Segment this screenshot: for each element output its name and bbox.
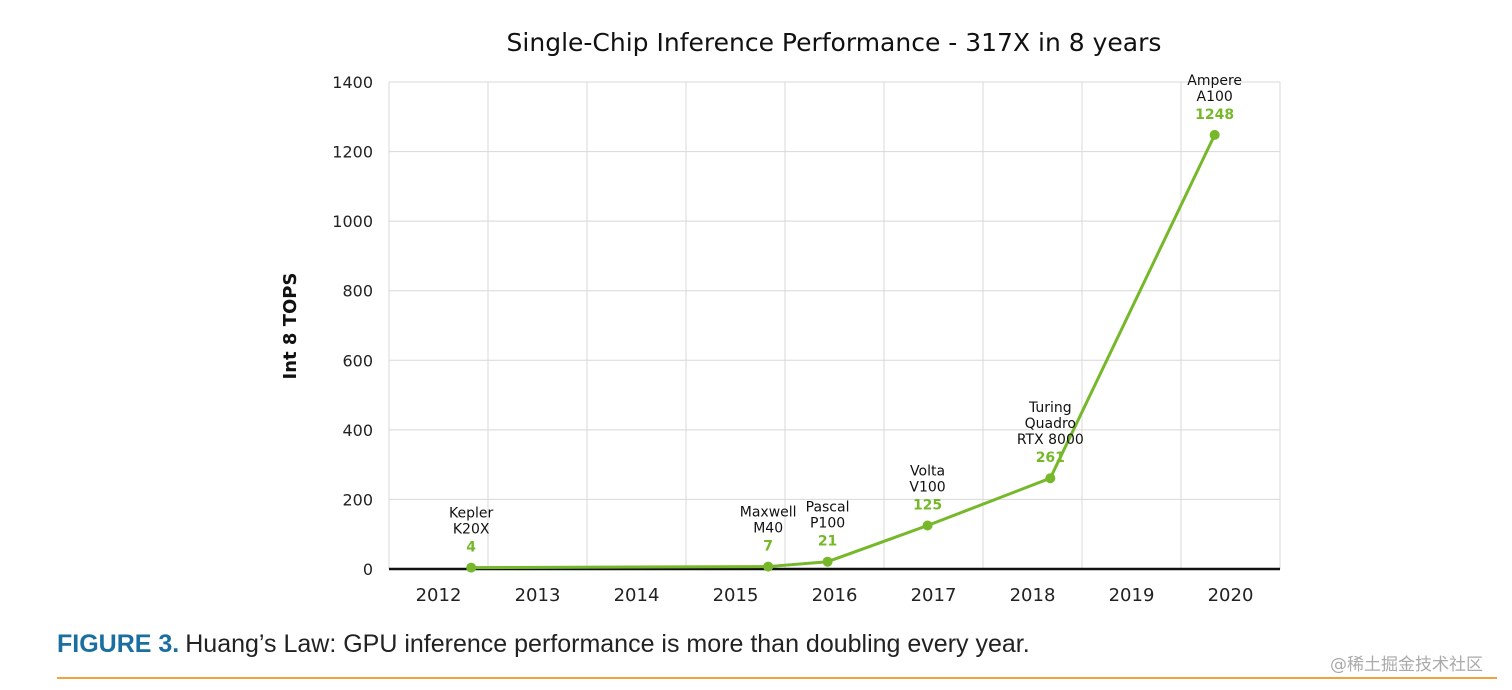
data-point-name-label: RTX 8000 (1017, 432, 1084, 448)
data-value-label: 4 (466, 540, 476, 556)
y-tick-label: 1000 (332, 212, 373, 231)
data-value-label: 1248 (1195, 107, 1234, 123)
data-point-name-label: Ampere (1187, 73, 1242, 89)
data-point (1045, 473, 1056, 484)
x-tick-label: 2018 (1010, 585, 1056, 606)
chart-title: Single-Chip Inference Performance - 317X… (507, 28, 1162, 57)
data-value-label: 125 (913, 498, 942, 514)
x-tick-label: 2013 (515, 585, 561, 606)
data-point-name-label: Turing (1028, 400, 1072, 416)
data-point-name-label: Volta (910, 464, 945, 480)
data-point (763, 561, 774, 572)
chart: Single-Chip Inference Performance - 317X… (280, 28, 1281, 606)
data-point-name-label: Maxwell (740, 505, 797, 521)
data-point-name-label: P100 (810, 516, 845, 532)
data-point-name-label: V100 (909, 480, 945, 496)
data-point-name-label: Pascal (806, 500, 850, 516)
data-point-name-label: M40 (753, 521, 783, 537)
x-tick-label: 2012 (416, 585, 462, 606)
data-point-name-label: A100 (1197, 89, 1233, 105)
figure-number: FIGURE 3. (57, 630, 180, 658)
y-tick-label: 200 (342, 490, 373, 509)
watermark: @稀土掘金技术社区 (1330, 655, 1483, 675)
figure-caption: FIGURE 3. Huang’s Law: GPU inference perf… (57, 630, 1030, 659)
data-point (466, 562, 477, 573)
data-point (1209, 129, 1220, 140)
data-point-name-label: Kepler (449, 506, 493, 522)
caption-text: Huang’s Law: GPU inference performance i… (185, 630, 1030, 658)
y-axis-label: Int 8 TOPS (280, 273, 301, 380)
y-tick-label: 1200 (332, 143, 373, 162)
x-tick-label: 2017 (911, 585, 957, 606)
y-tick-label: 1400 (332, 73, 373, 92)
divider (57, 677, 1497, 679)
y-tick-label: 800 (342, 282, 373, 301)
x-tick-label: 2020 (1208, 585, 1254, 606)
y-tick-label: 0 (363, 560, 373, 579)
y-tick-label: 600 (342, 351, 373, 370)
data-point-name-label: K20X (453, 522, 490, 538)
series-line (471, 134, 1217, 570)
x-tick-label: 2016 (812, 585, 858, 606)
x-tick-label: 2015 (713, 585, 759, 606)
x-tick-label: 2014 (614, 585, 660, 606)
y-tick-label: 400 (342, 421, 373, 440)
data-point (822, 556, 833, 567)
data-point-name-label: Quadro (1025, 416, 1076, 432)
data-value-label: 21 (818, 534, 837, 550)
x-tick-label: 2019 (1109, 585, 1155, 606)
data-point (922, 520, 933, 531)
data-value-label: 261 (1036, 450, 1065, 466)
data-value-label: 7 (763, 539, 773, 555)
